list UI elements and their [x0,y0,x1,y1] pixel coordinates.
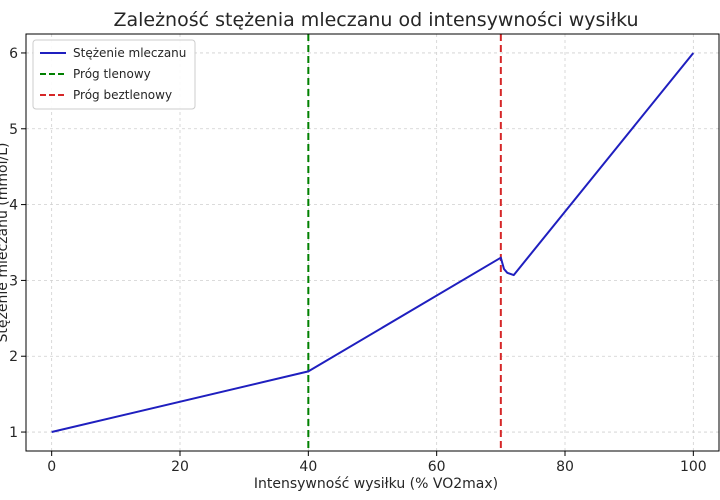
legend-label: Próg tlenowy [73,67,151,81]
y-tick-label: 3 [9,273,18,289]
plot-frame [25,33,720,452]
y-axis-label: Stężenie mleczanu (mmol/L) [0,143,11,343]
x-tick-label: 20 [171,459,189,475]
x-tick-label: 0 [47,459,56,475]
x-tick-label: 40 [299,459,317,475]
x-tick-label: 100 [680,459,707,475]
x-tick-label: 80 [556,459,574,475]
legend: Stężenie mleczanu Próg tlenowy Próg beztle… [32,39,196,110]
y-tick-label: 4 [9,198,18,214]
chart-title: Zależność stężenia mleczanu od intensywn… [113,9,638,31]
x-axis-label: Intensywność wysiłku (% VO2max) [254,476,498,492]
threshold-lines [307,34,502,451]
series-lines [51,52,695,433]
y-tick-label: 1 [9,425,18,441]
axis-ticks: 0 20 40 60 80 100 1 2 3 4 5 6 [9,46,707,475]
y-tick-label: 5 [9,122,18,138]
y-tick-label: 2 [9,349,18,365]
y-tick-label: 6 [9,46,18,62]
legend-label: Stężenie mleczanu [73,46,186,60]
legend-box [32,39,196,110]
legend-label: Próg beztlenowy [73,88,172,102]
x-tick-label: 60 [428,459,446,475]
series-line [51,52,695,433]
